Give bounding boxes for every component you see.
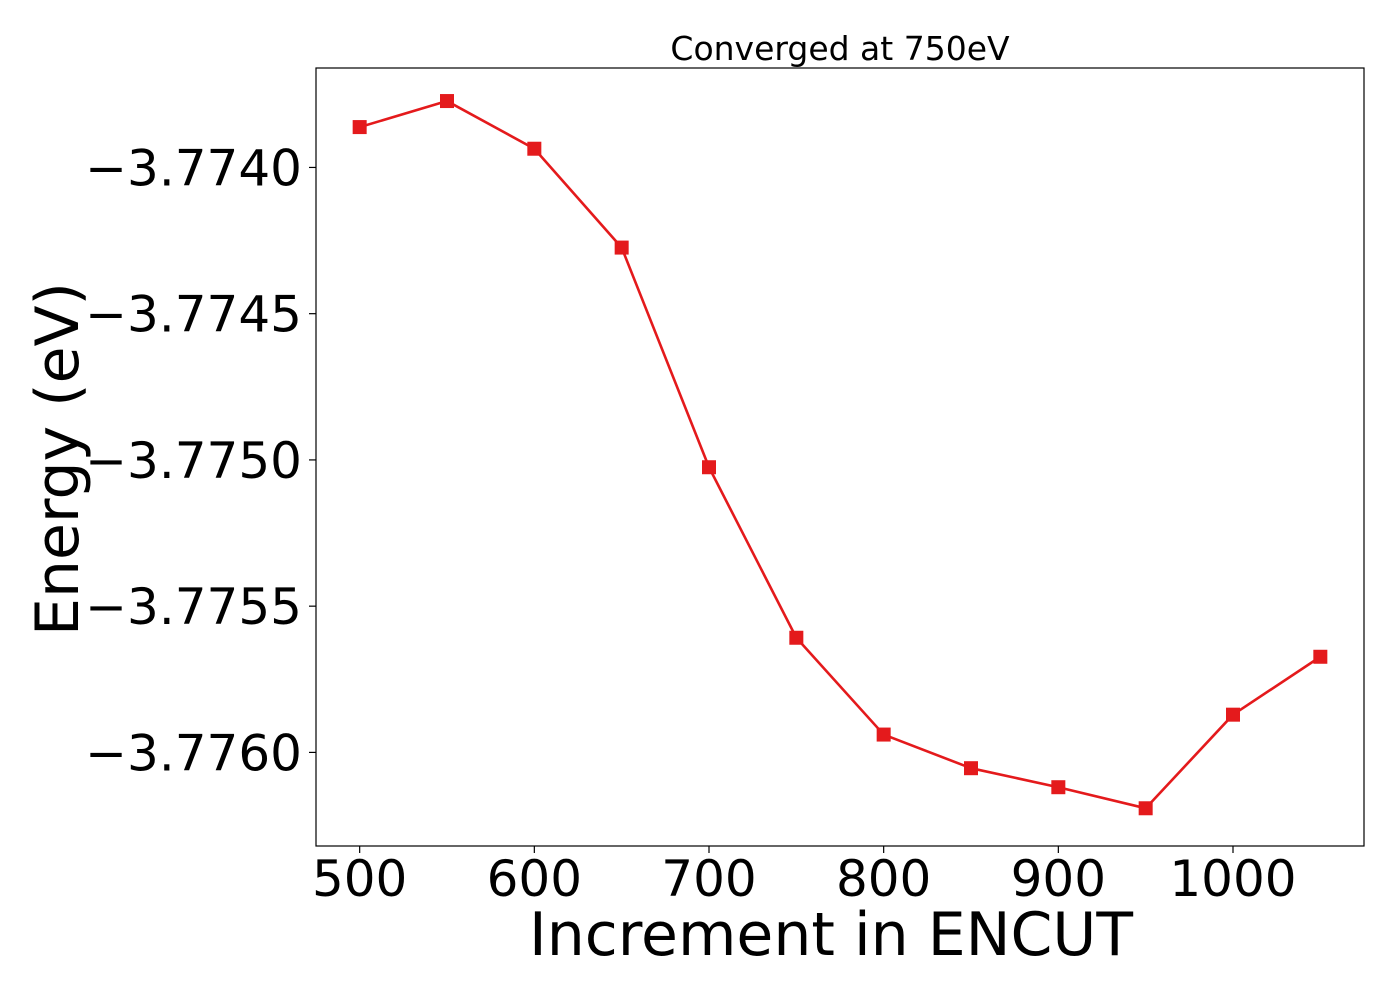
- y-tick-label: −3.7755: [85, 578, 302, 636]
- series-layer: [352, 94, 1328, 816]
- x-tick-label: 900: [1011, 850, 1106, 908]
- x-tick-label: 800: [836, 850, 931, 908]
- chart-title: Converged at 750eV: [670, 29, 1010, 68]
- data-point-marker: [1051, 780, 1066, 795]
- data-point-marker: [964, 761, 978, 776]
- y-tick-label: −3.7750: [85, 432, 302, 490]
- y-axis-ticks: −3.7740 −3.7745 −3.7750 −3.7755 −3.7760: [85, 139, 316, 782]
- y-tick-label: −3.7745: [85, 286, 302, 344]
- data-point-marker: [1138, 801, 1153, 816]
- data-point-marker: [527, 141, 542, 156]
- x-tick-label: 700: [661, 850, 756, 908]
- x-axis-label: Increment in ENCUT: [529, 900, 1133, 970]
- data-point-marker: [440, 94, 454, 109]
- x-tick-label: 1000: [1169, 850, 1296, 908]
- x-axis-ticks: 500 600 700 800 900 1000: [312, 846, 1297, 908]
- data-point-marker: [702, 460, 716, 475]
- data-point-marker: [1313, 649, 1328, 664]
- data-point-marker: [876, 727, 891, 742]
- plot-frame: [315, 67, 1365, 847]
- series-line: [359, 99, 1322, 810]
- data-point-marker: [789, 630, 804, 645]
- data-point-marker: [352, 120, 367, 135]
- data-point-marker: [1226, 707, 1240, 722]
- x-tick-label: 500: [312, 850, 407, 908]
- x-tick-label: 600: [487, 850, 582, 908]
- y-tick-label: −3.7740: [85, 139, 302, 197]
- y-axis-label: Energy (eV): [23, 282, 93, 636]
- y-tick-label: −3.7760: [85, 724, 302, 782]
- data-point-marker: [614, 240, 629, 255]
